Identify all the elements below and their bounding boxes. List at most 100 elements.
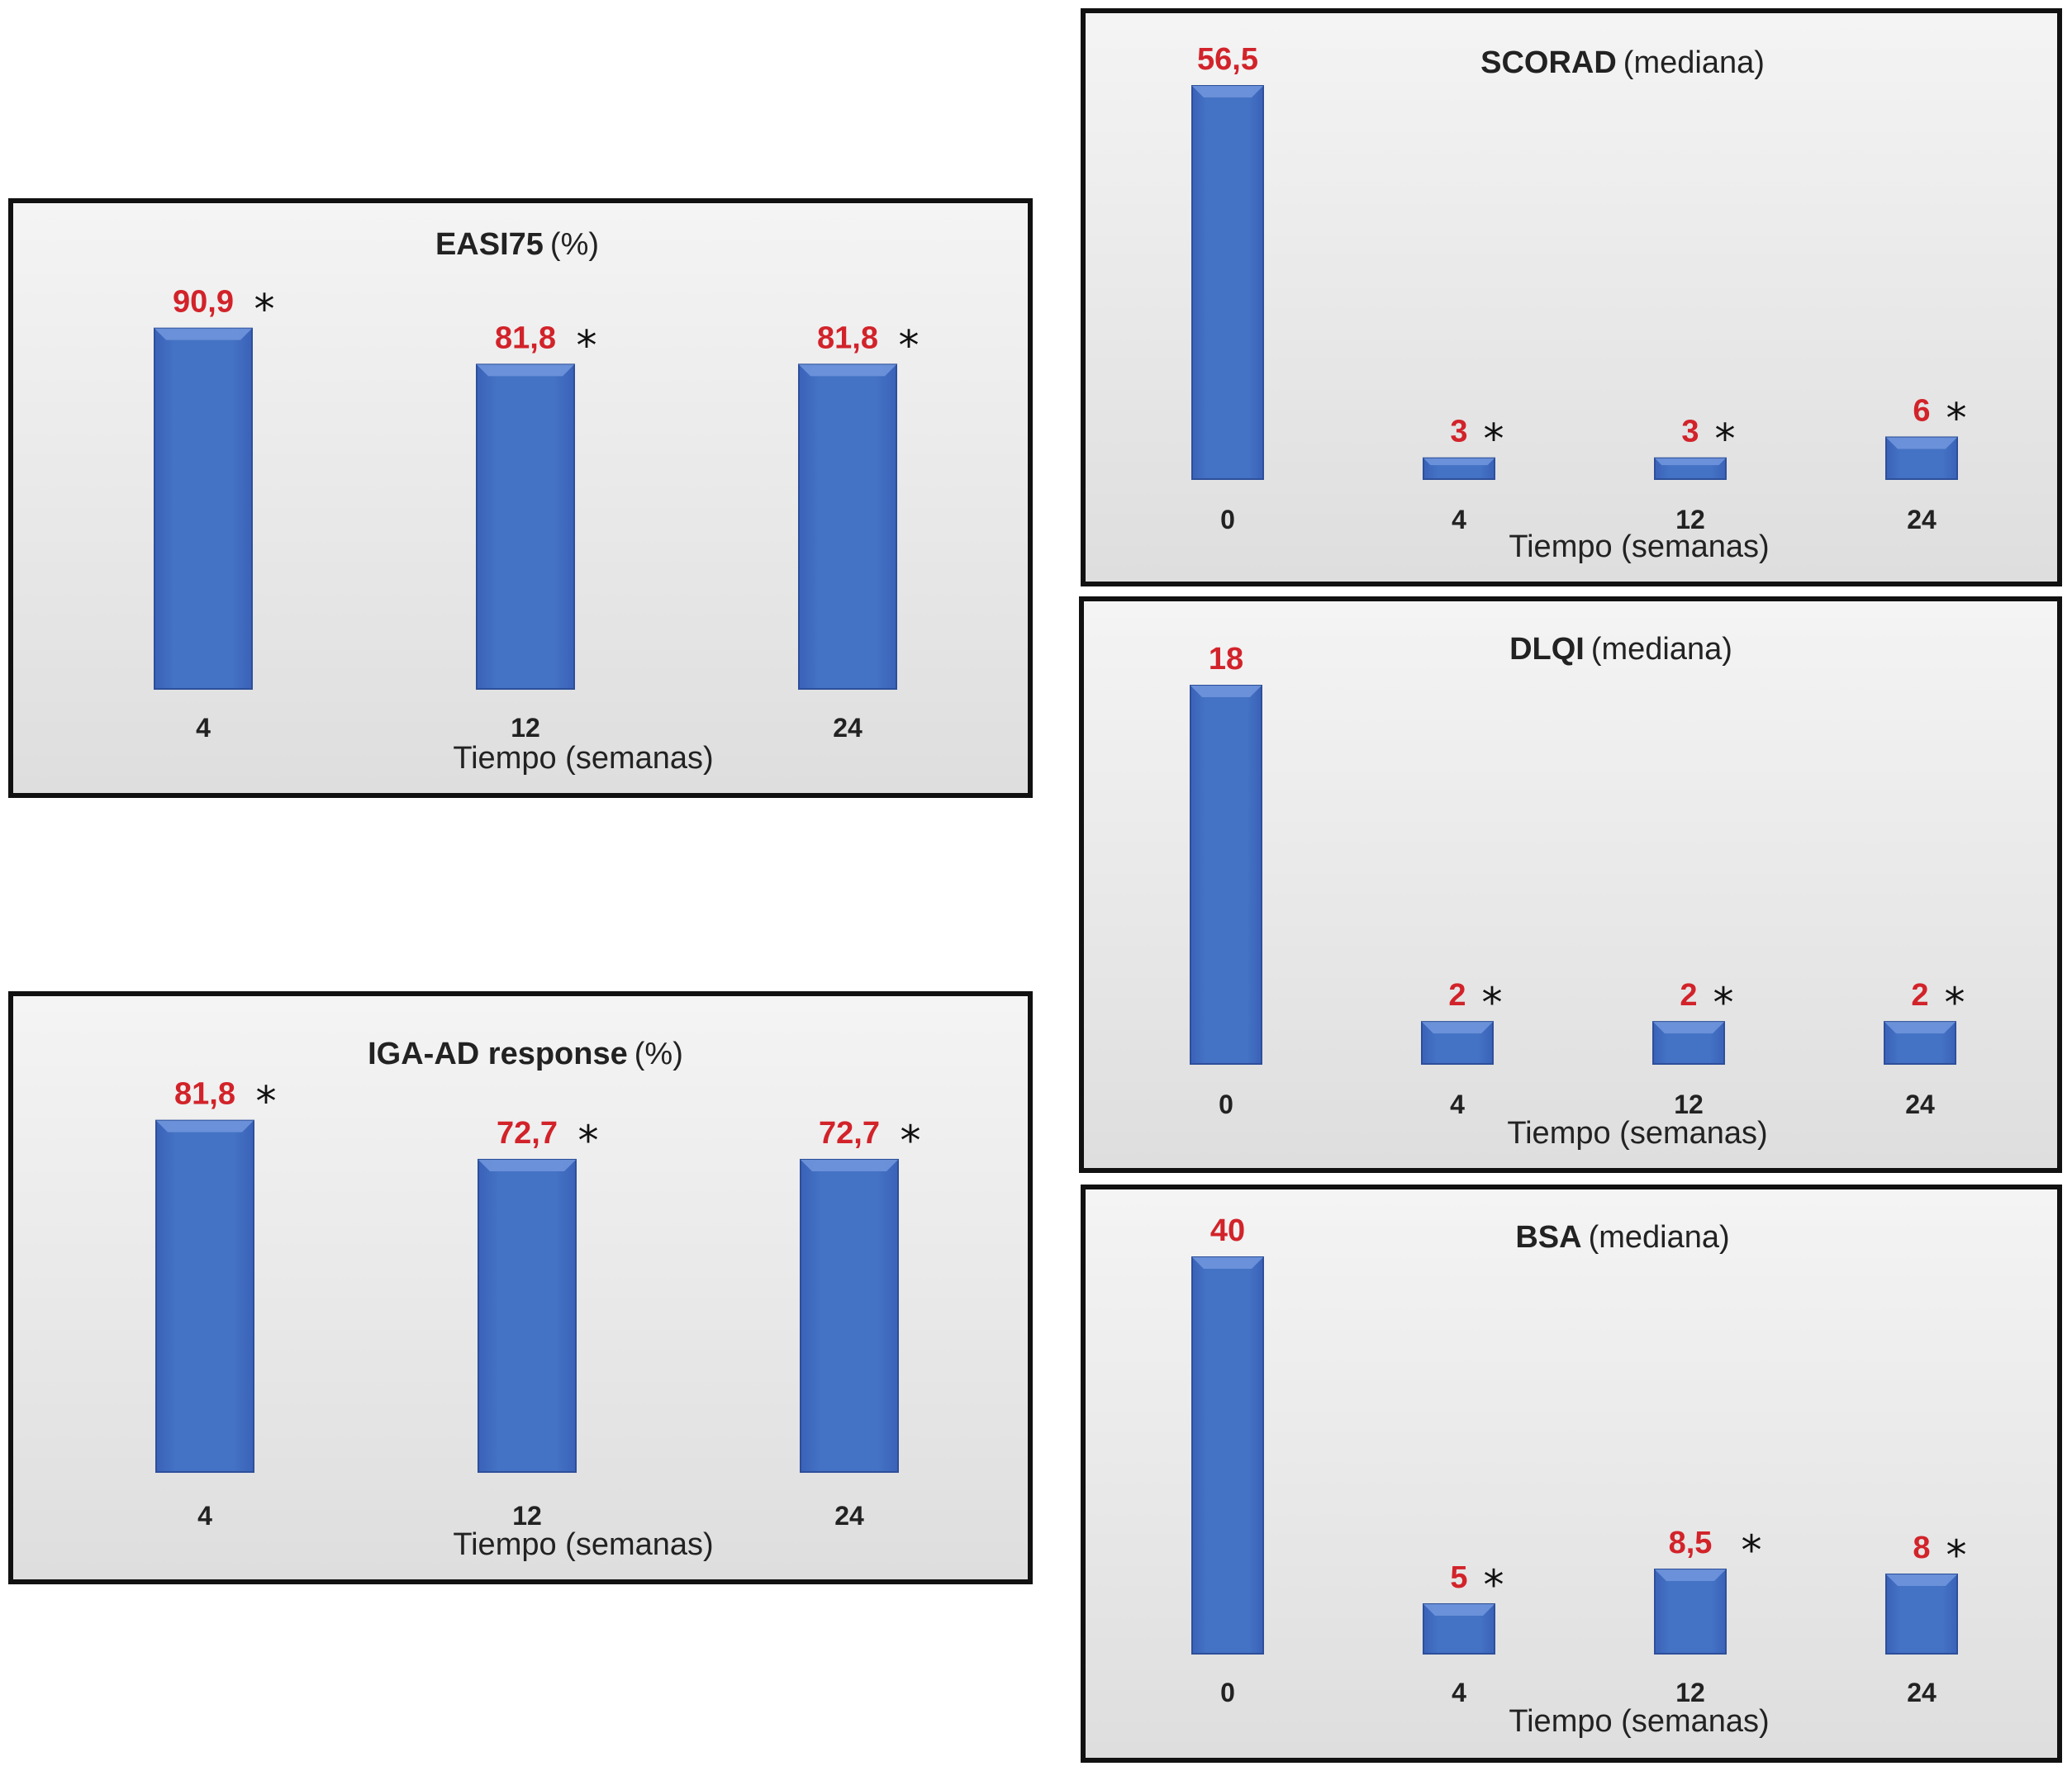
bar-bevel <box>801 1159 898 1171</box>
x-axis-label: Tiempo (semanas) <box>1509 1704 1769 1739</box>
significance-marker: * <box>1713 979 1734 1027</box>
x-tick-label: 24 <box>1905 1090 1935 1119</box>
x-tick-label: 4 <box>1450 1090 1465 1119</box>
bar-bevel <box>1192 1257 1263 1269</box>
significance-marker: * <box>1945 979 1965 1027</box>
x-tick-label: 4 <box>1452 1678 1466 1707</box>
chart-title: EASI75 (%) <box>435 227 599 262</box>
bar-bsa-12 <box>1654 1569 1727 1655</box>
bar-dlqi-0 <box>1190 685 1262 1065</box>
data-label-iga-12: 72,7 <box>497 1116 558 1151</box>
chart-title-main: IGA-AD response <box>368 1037 628 1071</box>
significance-marker: * <box>1715 415 1736 463</box>
x-tick-label: 12 <box>1675 505 1705 534</box>
data-label-dlqi-24: 2 <box>1911 978 1928 1013</box>
chart-title-main: BSA <box>1515 1220 1581 1255</box>
chart-title-suffix: (mediana) <box>1623 45 1765 80</box>
bar-bevel <box>1192 86 1263 97</box>
chart-title-main: EASI75 <box>435 227 544 262</box>
chart-title: SCORAD (mediana) <box>1480 45 1765 80</box>
x-tick-label: 24 <box>833 713 863 743</box>
chart-panel-easi75: EASI75 (%) 90,9 * 4 81,8 * 12 81,8 * 24 Tiempo (sem… <box>8 198 1033 798</box>
x-tick-label: 4 <box>197 1501 212 1531</box>
bar-bevel <box>1886 1574 1957 1586</box>
chart-title-main: DLQI <box>1509 632 1585 667</box>
bar-easi-12 <box>476 363 575 691</box>
data-label-scorad-0: 56,5 <box>1197 42 1258 77</box>
bar-bevel <box>799 364 896 377</box>
significance-marker: * <box>1484 1561 1504 1609</box>
x-axis-label: Tiempo (semanas) <box>1507 1116 1767 1151</box>
significance-marker: * <box>256 1078 277 1126</box>
data-label-bsa-24: 8 <box>1913 1531 1930 1565</box>
bar-bevel <box>1423 458 1495 466</box>
bar-bevel <box>1423 1604 1495 1616</box>
x-tick-label: 24 <box>1907 505 1937 534</box>
x-tick-label: 24 <box>834 1501 864 1531</box>
significance-marker: * <box>1482 979 1503 1027</box>
x-tick-label: 12 <box>1675 1678 1705 1707</box>
chart-title-suffix: (%) <box>550 227 599 262</box>
chart-dlqi: DLQI (mediana) 18 0 2 * 4 2 * 12 2 * 24 Tiempo (seman… <box>1190 632 1965 1151</box>
bar-bsa-24 <box>1885 1574 1958 1655</box>
bar-iga-24 <box>800 1158 899 1474</box>
chart-panel-bsa: BSA (mediana) 40 0 5 * 4 8,5 * 12 8 * 24 Tiempo (sema… <box>1081 1185 2062 1763</box>
chart-iga-ad: IGA-AD response (%) 81,8 * 4 72,7 * 12 72,7 * 24 Ti… <box>155 1037 921 1562</box>
data-label-iga-24: 72,7 <box>819 1116 880 1151</box>
chart-title: BSA (mediana) <box>1515 1220 1729 1255</box>
x-tick-label: 0 <box>1219 1090 1233 1119</box>
bar-iga-4 <box>155 1119 254 1473</box>
data-label-bsa-12: 8,5 <box>1669 1526 1713 1560</box>
chart-easi75: EASI75 (%) 90,9 * 4 81,8 * 12 81,8 * 24 Tiempo (sem… <box>154 227 920 776</box>
x-axis-label: Tiempo (semanas) <box>1509 529 1769 564</box>
chart-bsa: BSA (mediana) 40 0 5 * 4 8,5 * 12 8 * 24 Tiempo (sema… <box>1191 1213 1967 1739</box>
bar-bevel <box>1884 1022 1956 1034</box>
data-label-scorad-24: 6 <box>1913 393 1930 428</box>
bar-bevel <box>1655 458 1726 466</box>
bar-bevel <box>1655 1569 1726 1581</box>
chart-title-suffix: (mediana) <box>1591 632 1732 667</box>
data-label-easi-4: 90,9 <box>173 285 234 320</box>
x-axis-label: Tiempo (semanas) <box>453 741 713 776</box>
significance-marker: * <box>901 1117 921 1165</box>
x-tick-label: 4 <box>196 713 211 743</box>
x-tick-label: 24 <box>1907 1678 1937 1707</box>
significance-marker: * <box>1946 394 1967 442</box>
bar-bevel <box>1190 686 1262 697</box>
significance-marker: * <box>577 321 597 369</box>
data-label-bsa-0: 40 <box>1210 1213 1245 1248</box>
bar-bevel <box>478 1159 576 1171</box>
bar-iga-12 <box>478 1158 577 1474</box>
significance-marker: * <box>578 1117 599 1165</box>
bar-bevel <box>477 364 574 377</box>
data-label-easi-24: 81,8 <box>817 320 878 355</box>
x-axis-label: Tiempo (semanas) <box>453 1527 713 1562</box>
bar-easi-4 <box>154 327 253 690</box>
bar-bevel <box>154 328 252 340</box>
bar-easi-24 <box>798 363 897 691</box>
x-tick-label: 12 <box>511 713 540 743</box>
x-tick-label: 0 <box>1220 505 1235 534</box>
bar-scorad-0 <box>1191 85 1264 480</box>
significance-marker: * <box>254 286 275 334</box>
data-label-bsa-4: 5 <box>1450 1560 1467 1595</box>
chart-scorad: SCORAD (mediana) 56,5 0 3 * 4 3 * 12 6 * 24 Tiempo (s… <box>1191 42 1967 564</box>
data-label-iga-4: 81,8 <box>174 1077 235 1112</box>
significance-marker: * <box>1946 1531 1967 1579</box>
chart-panel-scorad: SCORAD (mediana) 56,5 0 3 * 4 3 * 12 6 * 24 Tiempo (s… <box>1081 8 2062 586</box>
bar-bsa-0 <box>1191 1256 1264 1655</box>
data-label-scorad-4: 3 <box>1450 415 1467 449</box>
bar-bevel <box>1653 1022 1724 1034</box>
bar-bevel <box>156 1120 254 1132</box>
chart-title: DLQI (mediana) <box>1509 632 1732 667</box>
chart-title: IGA-AD response (%) <box>368 1037 683 1071</box>
chart-title-main: SCORAD <box>1480 45 1617 80</box>
x-tick-label: 12 <box>1674 1090 1704 1119</box>
bar-bevel <box>1422 1022 1493 1034</box>
x-tick-label: 0 <box>1220 1678 1235 1707</box>
data-label-dlqi-4: 2 <box>1448 978 1466 1013</box>
data-label-dlqi-0: 18 <box>1209 642 1243 677</box>
significance-marker: * <box>899 321 920 369</box>
chart-panel-dlqi: DLQI (mediana) 18 0 2 * 4 2 * 12 2 * 24 Tiempo (seman… <box>1079 596 2062 1173</box>
x-tick-label: 12 <box>512 1501 542 1531</box>
